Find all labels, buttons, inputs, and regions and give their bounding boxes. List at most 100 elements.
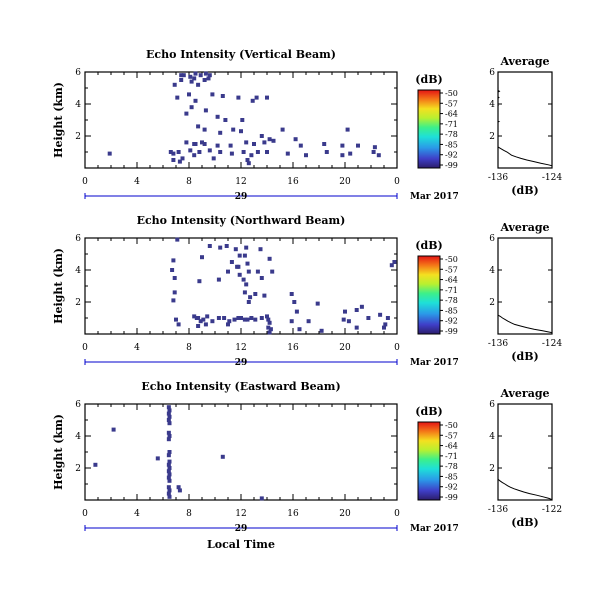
echo-point	[200, 140, 204, 145]
echo-point	[196, 324, 201, 328]
x-axis-label: Local Time	[207, 538, 275, 551]
echo-point	[293, 137, 298, 142]
echo-point	[167, 408, 172, 413]
echo-point	[254, 95, 259, 100]
colorbar	[417, 255, 441, 335]
colorbar-tick-label: -92	[445, 317, 458, 326]
echo-point	[292, 300, 297, 304]
colorbar-tick-label: -64	[445, 442, 458, 451]
echo-point	[285, 151, 290, 156]
echo-point	[239, 316, 243, 320]
echo-point	[248, 295, 253, 300]
echo-point	[289, 292, 294, 296]
echo-point	[168, 150, 173, 154]
average-x-label: (dB)	[511, 516, 538, 529]
echo-point	[255, 269, 260, 274]
average-y-tick-label: 2	[489, 298, 495, 308]
echo-point	[255, 150, 260, 154]
echo-point	[259, 316, 264, 320]
echo-point	[172, 290, 177, 295]
echo-point	[210, 319, 215, 324]
y-axis-label: Height (km)	[52, 414, 65, 490]
echo-point	[270, 269, 275, 274]
echo-point	[250, 98, 255, 103]
colorbar-tick-label: -71	[445, 452, 458, 461]
echo-point	[166, 437, 171, 442]
y-tick-label: 6	[75, 234, 81, 244]
x-tick-label: 4	[134, 343, 140, 353]
echo-point	[180, 156, 185, 161]
x-tick-label: 16	[287, 509, 299, 519]
average-title: Average	[499, 221, 549, 234]
echo-point	[176, 485, 181, 490]
echo-point	[297, 327, 302, 332]
echo-point	[226, 269, 230, 274]
average-frame	[497, 71, 553, 169]
echo-point	[266, 317, 271, 322]
echo-point	[343, 309, 347, 314]
echo-point	[265, 314, 269, 319]
echo-points	[170, 237, 397, 335]
echo-point	[267, 256, 272, 261]
echo-point	[167, 466, 172, 470]
echo-point	[236, 316, 241, 320]
echo-point	[166, 411, 171, 416]
average-profile-line	[498, 478, 552, 500]
date-day-label: 29	[235, 524, 248, 534]
echo-point	[203, 71, 208, 76]
echo-point	[354, 325, 359, 330]
x-tick-label: 12	[235, 177, 246, 187]
x-tick-label: 4	[134, 509, 140, 519]
echo-point	[253, 317, 258, 322]
echo-point	[216, 277, 221, 282]
echo-point	[205, 314, 210, 319]
echo-point	[176, 322, 181, 327]
echo-point	[167, 414, 172, 419]
echo-point	[244, 282, 249, 287]
average-x-tick-label: -124	[542, 339, 562, 349]
echo-point	[246, 300, 251, 304]
echo-point	[385, 316, 390, 320]
echo-point	[242, 253, 247, 258]
echo-point	[340, 153, 345, 158]
echo-point	[289, 319, 294, 324]
echo-point	[172, 276, 177, 280]
y-axis-label: Height (km)	[52, 82, 65, 158]
echo-point	[198, 319, 203, 324]
echo-point	[196, 316, 201, 320]
average-profile-line	[498, 87, 552, 167]
echo-point	[111, 427, 116, 432]
echo-point	[220, 94, 225, 98]
colorbar-tick-label: -64	[445, 276, 458, 285]
echo-point	[223, 118, 228, 122]
echo-point	[192, 314, 197, 319]
x-tick-label: 4	[134, 177, 140, 187]
echo-point	[189, 105, 194, 110]
echo-point	[222, 316, 227, 320]
echo-point	[319, 328, 324, 333]
echo-point	[167, 472, 172, 477]
x-tick-label: 0	[394, 343, 400, 353]
echo-point	[174, 317, 178, 322]
colorbar-tick-label: -85	[445, 472, 458, 481]
colorbar-tick-label: -99	[445, 161, 458, 170]
echo-point	[166, 430, 171, 435]
colorbar-label: (dB)	[415, 239, 442, 252]
average-profile-line	[498, 314, 552, 334]
echo-point	[196, 82, 201, 87]
echo-point	[206, 76, 211, 81]
echo-point	[253, 292, 258, 296]
echo-point	[166, 462, 171, 467]
echo-point	[211, 156, 216, 161]
echo-point	[216, 316, 221, 320]
echo-point	[322, 142, 327, 146]
echo-point	[155, 456, 160, 461]
echo-point	[184, 111, 189, 116]
echo-point	[166, 469, 171, 474]
colorbar-tick-label: -85	[445, 140, 458, 149]
echo-point	[176, 150, 181, 154]
colorbar-label: (dB)	[415, 73, 442, 86]
x-tick-label: 20	[339, 343, 351, 353]
x-tick-label: 12	[235, 343, 246, 353]
echo-point	[171, 258, 176, 263]
